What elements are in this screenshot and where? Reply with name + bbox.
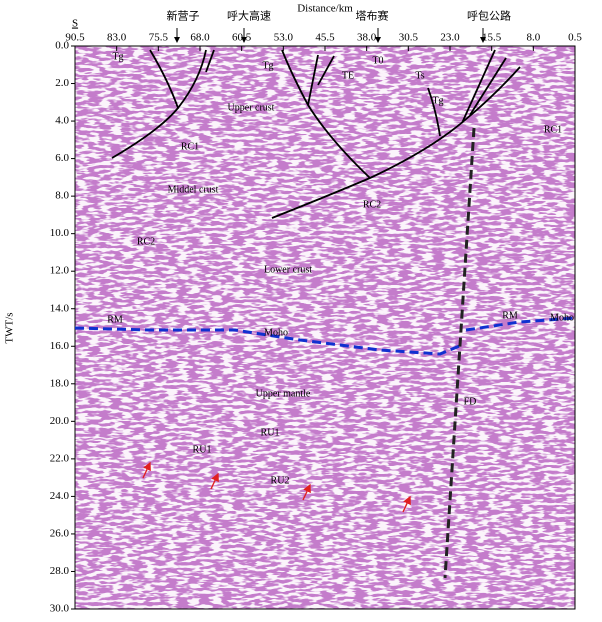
- y-tick-label: 0.0: [55, 40, 69, 52]
- x-tick-label: 68.0: [190, 32, 210, 44]
- x-tick-label: 0.5: [568, 32, 582, 44]
- annotation: RU2: [271, 475, 290, 486]
- annotation: RC2: [137, 236, 155, 247]
- moho-line: [465, 316, 576, 332]
- red-arrows: [142, 461, 411, 513]
- x-tick-label: 38.0: [357, 32, 377, 44]
- fault-fd: [443, 127, 476, 579]
- x-tick-label: 53.0: [274, 32, 294, 44]
- annotation: RU1: [193, 444, 212, 455]
- annotation: Moho: [550, 312, 574, 323]
- annotation: Middel crust: [168, 184, 219, 195]
- place-label: 呼包公路: [467, 10, 511, 23]
- y-tick-label: 6.0: [55, 152, 69, 164]
- annotation: RU1: [261, 427, 280, 438]
- y-tick-label: 8.0: [55, 190, 69, 202]
- y-tick-label: 4.0: [55, 115, 69, 127]
- x-tick-label: 60.5: [232, 32, 252, 44]
- x-tick-label: 90.5: [65, 32, 85, 44]
- place-label: 呼大高速: [227, 9, 271, 23]
- annotation: RM: [502, 310, 518, 321]
- place-label: 塔布赛: [356, 9, 389, 23]
- y-tick-label: 26.0: [50, 527, 70, 539]
- annotation: TE: [342, 70, 354, 81]
- annotation: RC2: [363, 199, 381, 210]
- x-axis-title: Distance/km: [297, 3, 353, 15]
- y-tick-label: 14.0: [50, 302, 70, 314]
- annotation: Lower crust: [264, 264, 312, 275]
- annotation: RC1: [544, 124, 562, 135]
- y-tick-label: 28.0: [50, 565, 70, 577]
- y-tick-label: 12.0: [50, 265, 70, 277]
- y-tick-label: 18.0: [50, 377, 70, 389]
- y-tick-label: 16.0: [50, 340, 70, 352]
- y-tick-label: 2.0: [55, 77, 69, 89]
- annotation: Upper mantle: [256, 388, 311, 399]
- y-tick-label: 22.0: [50, 452, 70, 464]
- x-tick-label: 30.5: [399, 32, 419, 44]
- annotation: Upper crust: [228, 102, 275, 113]
- faults: [111, 49, 521, 219]
- annotation: Tg: [112, 51, 123, 62]
- seismic-image: [75, 46, 575, 609]
- annotation: Tg: [262, 60, 273, 71]
- y-tick-label: 10.0: [50, 227, 70, 239]
- x-tick-label: 23.0: [440, 32, 460, 44]
- y-axis-title: TWT/s: [4, 312, 16, 343]
- y-tick-label: 30.0: [50, 603, 70, 615]
- y-tick-label: 24.0: [50, 490, 70, 502]
- x-tick-label: 8.0: [526, 32, 540, 44]
- annotation: Tg: [432, 95, 443, 106]
- x-tick-label: 45.5: [315, 32, 335, 44]
- annotation: RC1: [181, 141, 199, 152]
- annotation: Moho: [264, 327, 288, 338]
- x-tick-label: 15.5: [482, 32, 502, 44]
- x-tick-label: 75.5: [149, 32, 169, 44]
- y-tick-label: 20.0: [50, 415, 70, 427]
- place-label: 新营子: [167, 9, 200, 23]
- annotation: RM: [107, 314, 123, 325]
- annotation: T0: [372, 55, 383, 66]
- direction-label: S: [72, 18, 78, 30]
- annotation: FD: [464, 396, 477, 407]
- annotation: Ts: [415, 70, 424, 81]
- x-tick-label: 83.0: [107, 32, 127, 44]
- moho-line: [74, 326, 463, 356]
